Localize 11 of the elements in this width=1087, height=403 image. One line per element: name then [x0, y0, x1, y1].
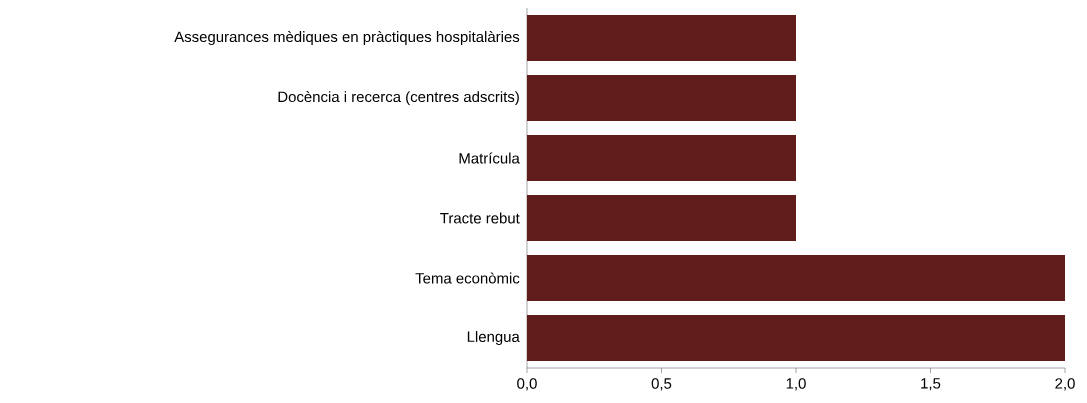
x-tick-label: 1,0 — [786, 378, 806, 391]
x-tick-label: 0,5 — [651, 378, 672, 391]
y-tick-label: Tema econòmic — [415, 272, 520, 284]
y-tick-label: Matrícula — [459, 152, 520, 164]
y-tick-label: Llengua — [467, 331, 520, 345]
y-tick-label: Docència i recerca (centres adscrits) — [278, 90, 519, 106]
y-tick-label: Assegurances mèdiques en pràctiques hospitalàries — [174, 30, 520, 46]
y-tick-label: Tracte rebut — [440, 212, 520, 224]
x-tick-label: 0,0 — [517, 378, 537, 391]
x-tick-label: 1,5 — [921, 378, 941, 391]
x-tick-label: 2,0 — [1055, 378, 1075, 391]
